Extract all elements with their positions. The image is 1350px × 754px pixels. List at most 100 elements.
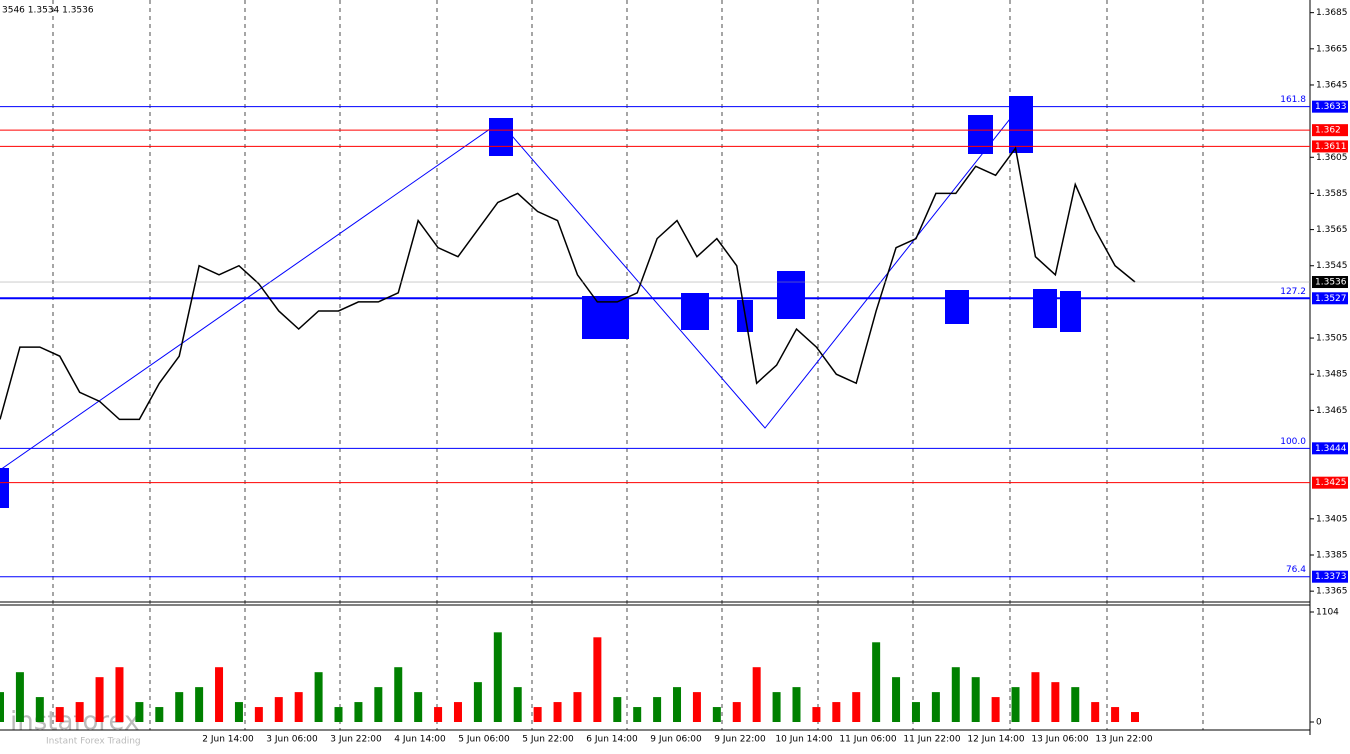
volume-bar [872,642,881,722]
volume-bar [115,667,124,722]
volume-bar [453,702,462,722]
volume-bar [812,707,821,722]
x-tick-label: 13 Jun 06:00 [1031,735,1088,745]
volume-bar [892,677,901,722]
volume-bar [274,697,283,722]
volume-bar [215,667,224,722]
x-tick-label: 13 Jun 22:00 [1095,735,1152,745]
volume-bar [493,632,502,722]
level-label-box [1312,292,1348,305]
current-price-box [1312,276,1348,289]
x-tick-label: 2 Jun 14:00 [202,735,254,745]
volume-bar [195,687,204,722]
time-grid [52,0,1204,730]
x-tick-label: 6 Jun 14:00 [586,735,638,745]
y-tick-label: 1.3605 [1316,153,1348,163]
volume-bar [135,702,144,722]
y-tick-label: 1.3565 [1316,225,1348,235]
volume-bar [234,702,243,722]
volume-bar [1031,672,1040,722]
y-tick-label: 1.3645 [1316,80,1348,90]
fib-label: 76.4 [1286,565,1306,575]
volume-bar [712,707,721,722]
volume-bar [0,692,4,722]
volume-bar [991,697,1000,722]
zigzag [0,99,1026,471]
volume-bar [613,697,622,722]
signal-boxes [0,96,1081,508]
fib-label: 161.8 [1280,95,1306,105]
volume-bar [692,692,701,722]
y-tick-label: 1.3505 [1316,334,1348,344]
y-tick-label: 1.3485 [1316,370,1348,380]
volume-bar [55,707,64,722]
x-tick-label: 10 Jun 14:00 [775,735,832,745]
volume-bar [832,702,841,722]
level-label-box [1312,140,1348,153]
y-tick-label: 1.3665 [1316,44,1348,54]
volume-bar [334,707,343,722]
volume-bar [374,687,383,722]
volume-tick-label: 1104 [1316,608,1339,618]
volume-bar [155,707,164,722]
volume-bar [95,677,104,722]
y-tick-label: 1.3365 [1316,587,1348,597]
volume-bar [752,667,761,722]
level-label-box [1312,124,1348,137]
x-tick-label: 3 Jun 22:00 [330,735,382,745]
volume-bar [414,692,423,722]
level-label-box [1312,570,1348,583]
level-label-box [1312,442,1348,455]
y-tick-label: 1.3465 [1316,406,1348,416]
x-tick-label: 5 Jun 22:00 [522,735,574,745]
volume-bar [931,692,940,722]
watermark-tagline: Instant Forex Trading [46,737,141,747]
volume-bar [35,697,44,722]
volume-bar [971,677,980,722]
volume-bar [1111,707,1120,722]
x-tick-label: 11 Jun 06:00 [839,735,896,745]
level-label: 1.362 [1315,126,1341,136]
volume-bar [573,692,582,722]
current-price-label: 1.3536 [1315,278,1347,288]
x-tick-label: 9 Jun 06:00 [650,735,702,745]
volume-bar [75,702,84,722]
level-label: 1.3611 [1315,142,1347,152]
x-tick-label: 9 Jun 22:00 [714,735,766,745]
level-label: 1.3633 [1315,102,1347,112]
volume-bar [1131,712,1139,722]
level-label: 1.3425 [1315,478,1347,488]
x-tick-label: 11 Jun 22:00 [903,735,960,745]
volume-bar [911,702,920,722]
volume-bar [593,637,602,722]
volume-bar [673,687,682,722]
volume-bar [653,697,662,722]
volume-bar [294,692,303,722]
volume-bar [473,682,482,722]
volume-bar [1071,687,1080,722]
fib-label: 127.2 [1280,287,1306,297]
y-tick-label: 1.3545 [1316,261,1348,271]
volume-bar [314,672,323,722]
volume-bar [633,707,642,722]
ohlc-text: 3546 1.3534 1.3536 [2,6,94,16]
volume-tick-label: 0 [1316,718,1322,728]
volume-bar [852,692,861,722]
volume-bar [254,707,263,722]
volume-bar [394,667,403,722]
level-label: 1.3373 [1315,572,1347,582]
volume-bar [354,702,363,722]
volume-bar [951,667,960,722]
volume-bar [1051,682,1060,722]
level-label-box [1312,476,1348,489]
volume-bar [513,687,522,722]
price-line [0,146,1136,421]
level-label: 1.3444 [1315,444,1347,454]
volume-bar [15,672,24,722]
y-tick-label: 1.3405 [1316,514,1348,524]
y-tick-label: 1.3385 [1316,550,1348,560]
volume-bar [533,707,542,722]
level-label: 1.3527 [1315,294,1347,304]
